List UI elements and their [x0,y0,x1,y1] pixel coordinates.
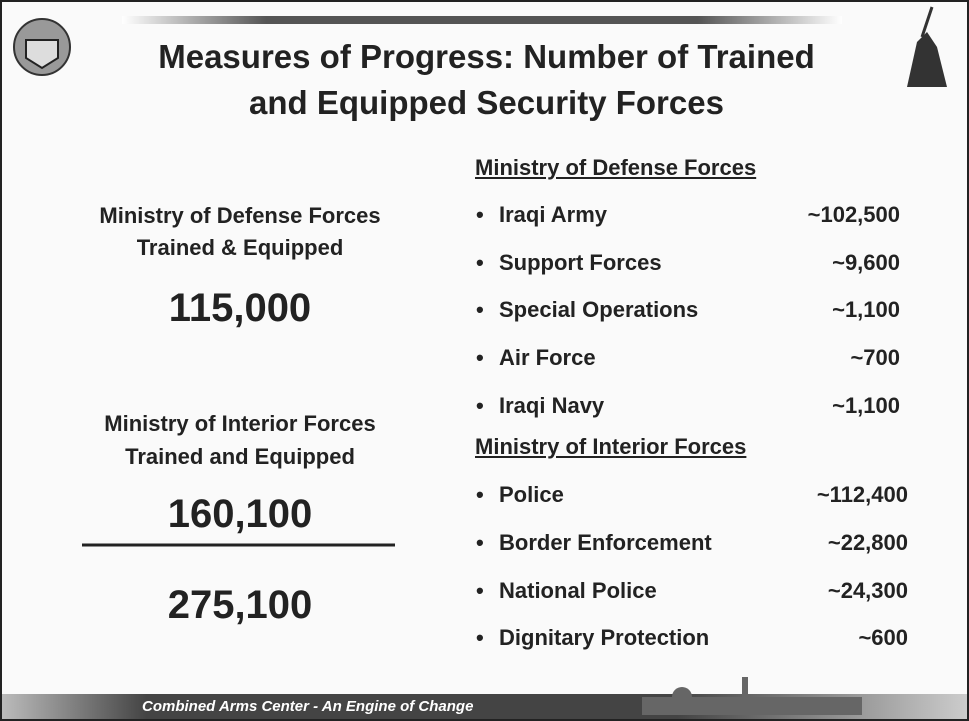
bullet: • [476,482,484,508]
item-value: ~112,400 [708,482,908,508]
item-value: ~9,600 [700,250,900,276]
bullet: • [476,530,484,556]
bullet: • [476,625,484,651]
footer-text: Combined Arms Center - An Engine of Chan… [142,698,473,715]
summary-total: 160,100 [40,492,440,537]
summary-label: Trained and Equipped [40,444,440,470]
bullet: • [476,250,484,276]
item-label: Support Forces [499,250,662,276]
summary-label: Ministry of Defense Forces [40,203,440,229]
page: {"header": {"title_lines": ["Measures of… [0,0,969,721]
item-value: ~102,500 [700,202,900,228]
bullet: • [476,345,484,371]
item-label: Special Operations [499,297,698,323]
item-label: National Police [499,578,657,604]
top-bar [122,16,842,24]
section-heading: Ministry of Interior Forces [475,434,746,460]
slide: Measures of Progress: Number of Trained … [0,0,969,721]
bullet: • [476,297,484,323]
summary-label: Trained & Equipped [40,235,440,261]
title: and Equipped Security Forces [2,84,969,122]
section-heading: Ministry of Defense Forces [475,155,756,181]
item-label: Air Force [499,345,596,371]
item-value: ~600 [708,625,908,651]
summary-total: 115,000 [40,286,440,331]
item-value: ~1,100 [700,393,900,419]
item-value: ~700 [700,345,900,371]
bullet: • [476,202,484,228]
bullet: • [476,393,484,419]
item-label: Border Enforcement [499,530,712,556]
title: Measures of Progress: Number of Trained [2,38,969,76]
item-value: ~1,100 [700,297,900,323]
summary-label: Ministry of Interior Forces [40,411,440,437]
item-label: Iraqi Navy [499,393,604,419]
bullet: • [476,578,484,604]
item-value: ~22,800 [708,530,908,556]
item-label: Iraqi Army [499,202,607,228]
item-label: Dignitary Protection [499,625,709,651]
item-label: Police [499,482,564,508]
grand-total: 275,100 [40,583,440,628]
item-value: ~24,300 [708,578,908,604]
